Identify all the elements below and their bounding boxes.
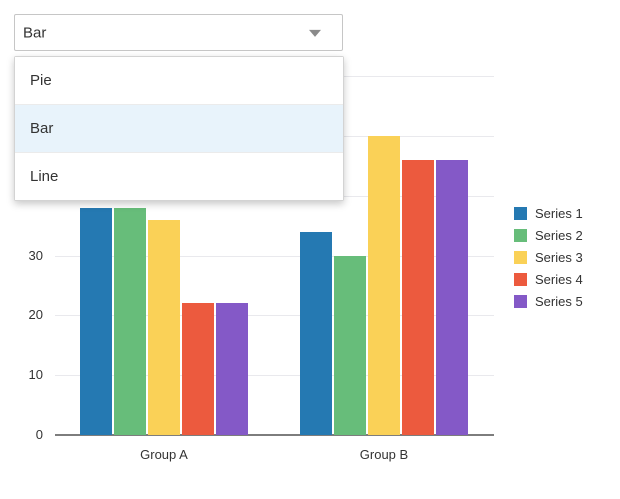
bar [368, 136, 400, 435]
chart-type-select[interactable]: Bar [14, 14, 343, 51]
gridline [55, 255, 494, 257]
y-tick-label: 30 [28, 247, 43, 263]
chart-legend: Series 1 Series 2 Series 3 Series 4 Series 5 [514, 207, 583, 317]
legend-label: Series 1 [535, 206, 583, 221]
legend-item: Series 2 [514, 229, 583, 242]
gridline [55, 375, 494, 377]
legend-item: Series 1 [514, 207, 583, 220]
legend-swatch-icon [514, 295, 527, 308]
bar [114, 208, 146, 435]
bar [80, 208, 112, 435]
bar [216, 303, 248, 435]
menu-item-pie[interactable]: Pie [15, 57, 343, 105]
bar [148, 220, 180, 435]
legend-label: Series 3 [535, 250, 583, 265]
legend-item: Series 3 [514, 251, 583, 264]
legend-swatch-icon [514, 273, 527, 286]
bar [334, 256, 366, 435]
x-category-label: Group A [140, 447, 188, 462]
y-tick-label: 20 [28, 307, 43, 323]
y-tick-label: 0 [35, 427, 43, 442]
y-tick-label: 10 [28, 367, 43, 383]
menu-item-bar[interactable]: Bar [15, 105, 343, 153]
menu-item-line[interactable]: Line [15, 153, 343, 200]
legend-label: Series 5 [535, 294, 583, 309]
legend-swatch-icon [514, 207, 527, 220]
bar [182, 303, 214, 435]
legend-label: Series 4 [535, 272, 583, 287]
caret-down-icon [309, 29, 321, 37]
chart-type-select-value: Bar [23, 24, 47, 41]
x-category-label: Group B [359, 447, 409, 462]
legend-item: Series 5 [514, 295, 583, 308]
gridline [55, 315, 494, 317]
bar [402, 160, 434, 435]
bar [436, 160, 468, 435]
legend-swatch-icon [514, 251, 527, 264]
chart-type-menu: Pie Bar Line [14, 56, 344, 201]
legend-item: Series 4 [514, 273, 583, 286]
legend-swatch-icon [514, 229, 527, 242]
legend-label: Series 2 [535, 228, 583, 243]
bar [300, 232, 332, 435]
x-axis-line [55, 434, 494, 436]
